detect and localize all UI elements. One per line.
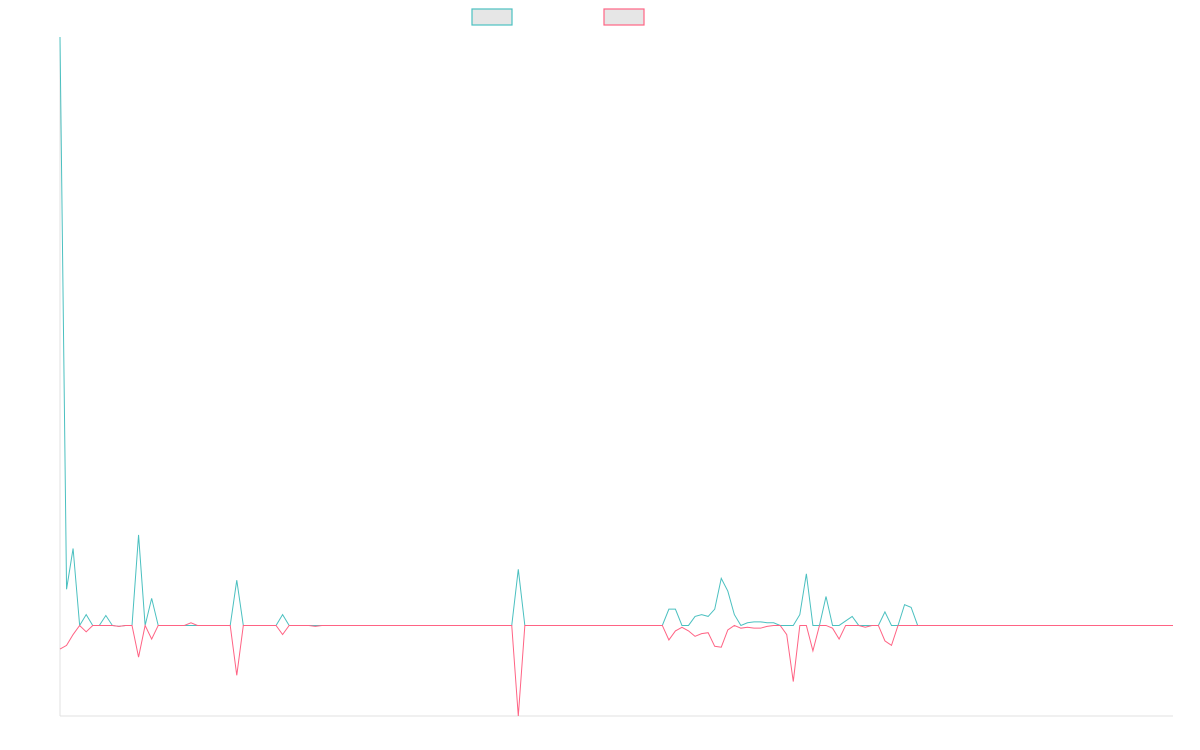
legend[interactable] (471, 8, 645, 26)
series-layer (59, 36, 1173, 717)
series-line-1 (59, 36, 1173, 628)
legend-swatch-2[interactable] (603, 8, 645, 26)
series-line-2 (59, 622, 1173, 717)
legend-swatch-1[interactable] (471, 8, 513, 26)
axes (59, 37, 1173, 717)
